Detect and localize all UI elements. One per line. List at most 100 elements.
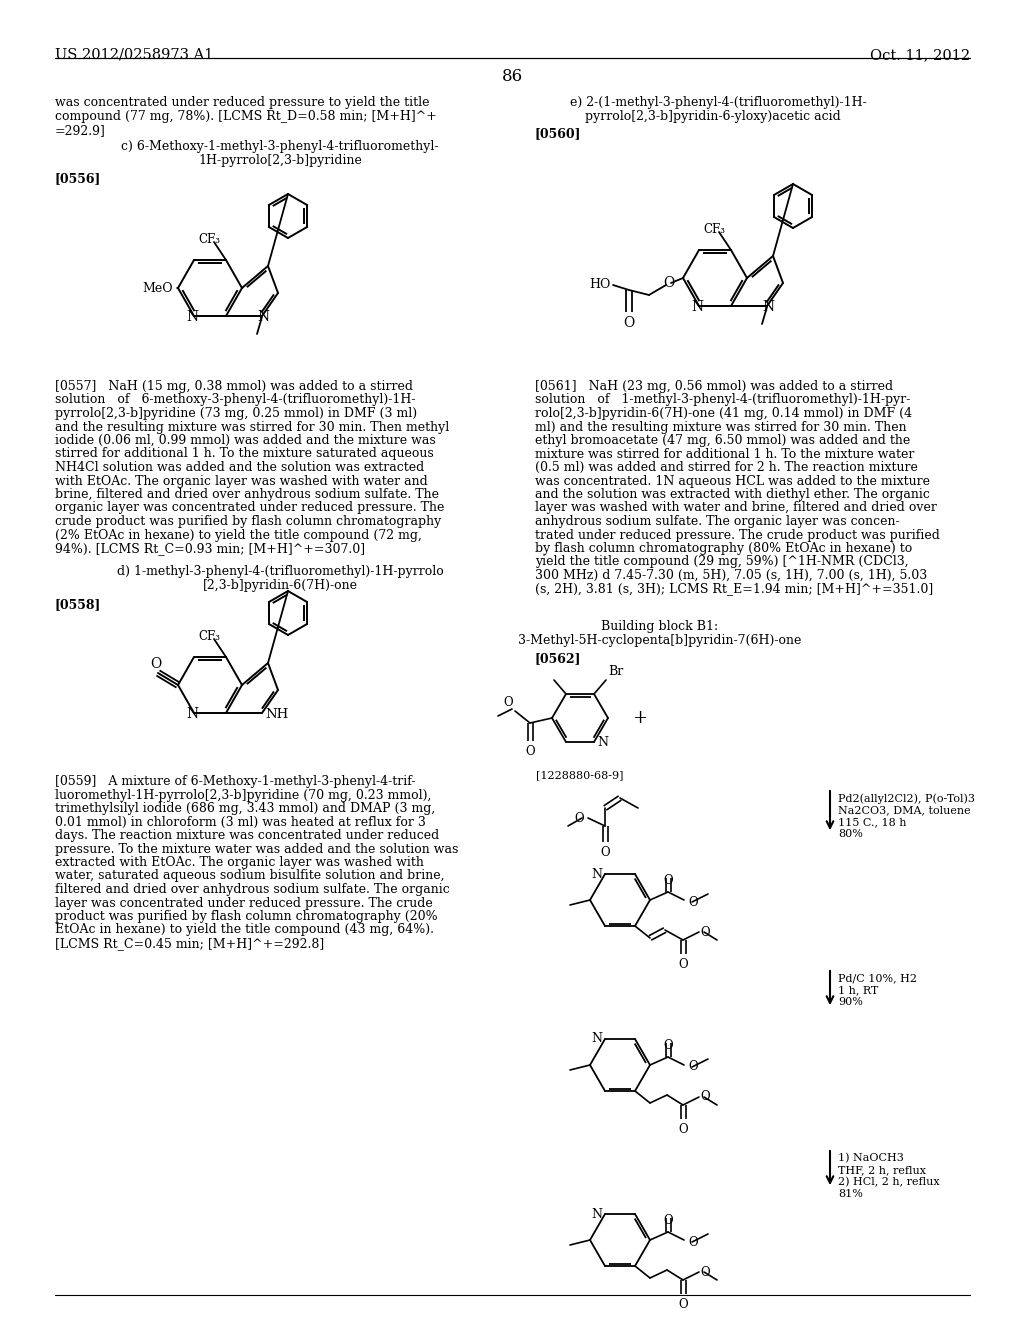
Text: rolo[2,3-b]pyridin-6(7H)-one (41 mg, 0.14 mmol) in DMF (4: rolo[2,3-b]pyridin-6(7H)-one (41 mg, 0.1…: [535, 407, 912, 420]
Text: Br: Br: [608, 665, 624, 678]
Text: brine, filtered and dried over anhydrous sodium sulfate. The: brine, filtered and dried over anhydrous…: [55, 488, 439, 502]
Text: EtOAc in hexane) to yield the title compound (43 mg, 64%).: EtOAc in hexane) to yield the title comp…: [55, 924, 434, 936]
Text: O: O: [678, 1123, 688, 1137]
Text: was concentrated. 1N aqueous HCL was added to the mixture: was concentrated. 1N aqueous HCL was add…: [535, 474, 930, 487]
Text: [LCMS Rt_C=0.45 min; [M+H]^+=292.8]: [LCMS Rt_C=0.45 min; [M+H]^+=292.8]: [55, 937, 325, 950]
Text: MeO: MeO: [142, 281, 173, 294]
Text: (s, 2H), 3.81 (s, 3H); LCMS Rt_E=1.94 min; [M+H]^+=351.0]: (s, 2H), 3.81 (s, 3H); LCMS Rt_E=1.94 mi…: [535, 582, 933, 595]
Text: iodide (0.06 ml, 0.99 mmol) was added and the mixture was: iodide (0.06 ml, 0.99 mmol) was added an…: [55, 434, 436, 447]
Text: N: N: [591, 867, 602, 880]
Text: extracted with EtOAc. The organic layer was washed with: extracted with EtOAc. The organic layer …: [55, 855, 424, 869]
Text: O: O: [688, 1236, 697, 1249]
Text: [0562]: [0562]: [535, 652, 582, 665]
Text: 115 C., 18 h: 115 C., 18 h: [838, 817, 906, 828]
Text: 0.01 mmol) in chloroform (3 ml) was heated at reflux for 3: 0.01 mmol) in chloroform (3 ml) was heat…: [55, 816, 426, 829]
Text: O: O: [624, 315, 635, 330]
Text: 90%: 90%: [838, 997, 863, 1007]
Text: O: O: [678, 958, 688, 972]
Text: Pd/C 10%, H2: Pd/C 10%, H2: [838, 973, 918, 983]
Text: days. The reaction mixture was concentrated under reduced: days. The reaction mixture was concentra…: [55, 829, 439, 842]
Text: stirred for additional 1 h. To the mixture saturated aqueous: stirred for additional 1 h. To the mixtu…: [55, 447, 434, 461]
Text: NH: NH: [265, 708, 288, 721]
Text: O: O: [700, 1090, 710, 1104]
Text: filtered and dried over anhydrous sodium sulfate. The organic: filtered and dried over anhydrous sodium…: [55, 883, 450, 896]
Text: 86: 86: [502, 69, 522, 84]
Text: O: O: [688, 895, 697, 908]
Text: O: O: [664, 1214, 673, 1228]
Text: O: O: [151, 657, 162, 671]
Text: HO: HO: [590, 279, 611, 292]
Text: pressure. To the mixture water was added and the solution was: pressure. To the mixture water was added…: [55, 842, 459, 855]
Text: O: O: [700, 1266, 710, 1279]
Text: O: O: [600, 846, 610, 859]
Text: O: O: [664, 1039, 673, 1052]
Text: O: O: [678, 1298, 688, 1311]
Text: was concentrated under reduced pressure to yield the title: was concentrated under reduced pressure …: [55, 96, 429, 110]
Text: [1228880-68-9]: [1228880-68-9]: [537, 770, 624, 780]
Text: O: O: [574, 812, 584, 825]
Text: pyrrolo[2,3-b]pyridine (73 mg, 0.25 mmol) in DMF (3 ml): pyrrolo[2,3-b]pyridine (73 mg, 0.25 mmol…: [55, 407, 417, 420]
Text: [0556]: [0556]: [55, 172, 101, 185]
Text: N: N: [186, 310, 198, 323]
Text: [0557]   NaH (15 mg, 0.38 mmol) was added to a stirred: [0557] NaH (15 mg, 0.38 mmol) was added …: [55, 380, 413, 393]
Text: N: N: [762, 300, 774, 314]
Text: O: O: [664, 276, 675, 290]
Text: 1) NaOCH3: 1) NaOCH3: [838, 1152, 904, 1163]
Text: crude product was purified by flash column chromatography: crude product was purified by flash colu…: [55, 515, 441, 528]
Text: +: +: [633, 709, 647, 727]
Text: compound (77 mg, 78%). [LCMS Rt_D=0.58 min; [M+H]^+: compound (77 mg, 78%). [LCMS Rt_D=0.58 m…: [55, 110, 437, 123]
Text: (2% EtOAc in hexane) to yield the title compound (72 mg,: (2% EtOAc in hexane) to yield the title …: [55, 528, 422, 541]
Text: c) 6-Methoxy-1-methyl-3-phenyl-4-trifluoromethyl-: c) 6-Methoxy-1-methyl-3-phenyl-4-trifluo…: [121, 140, 438, 153]
Text: 1 h, RT: 1 h, RT: [838, 985, 879, 995]
Text: THF, 2 h, reflux: THF, 2 h, reflux: [838, 1166, 926, 1175]
Text: (0.5 ml) was added and stirred for 2 h. The reaction mixture: (0.5 ml) was added and stirred for 2 h. …: [535, 461, 918, 474]
Text: trimethylsilyl iodide (686 mg, 3.43 mmol) and DMAP (3 mg,: trimethylsilyl iodide (686 mg, 3.43 mmol…: [55, 803, 435, 814]
Text: organic layer was concentrated under reduced pressure. The: organic layer was concentrated under red…: [55, 502, 444, 515]
Text: yield the title compound (29 mg, 59%) [^1H-NMR (CDCl3,: yield the title compound (29 mg, 59%) [^…: [535, 556, 908, 569]
Text: [0559]   A mixture of 6-Methoxy-1-methyl-3-phenyl-4-trif-: [0559] A mixture of 6-Methoxy-1-methyl-3…: [55, 775, 416, 788]
Text: N: N: [591, 1208, 602, 1221]
Text: N: N: [597, 735, 608, 748]
Text: US 2012/0258973 A1: US 2012/0258973 A1: [55, 48, 213, 62]
Text: O: O: [525, 744, 535, 758]
Text: Pd2(allyl2Cl2), P(o-Tol)3: Pd2(allyl2Cl2), P(o-Tol)3: [838, 793, 975, 804]
Text: product was purified by flash column chromatography (20%: product was purified by flash column chr…: [55, 909, 437, 923]
Text: by flash column chromatography (80% EtOAc in hexane) to: by flash column chromatography (80% EtOA…: [535, 543, 912, 554]
Text: d) 1-methyl-3-phenyl-4-(trifluoromethyl)-1H-pyrrolo: d) 1-methyl-3-phenyl-4-(trifluoromethyl)…: [117, 565, 443, 578]
Text: O: O: [664, 874, 673, 887]
Text: N: N: [591, 1032, 602, 1045]
Text: ml) and the resulting mixture was stirred for 30 min. Then: ml) and the resulting mixture was stirre…: [535, 421, 906, 433]
Text: [0558]: [0558]: [55, 598, 101, 611]
Text: Oct. 11, 2012: Oct. 11, 2012: [869, 48, 970, 62]
Text: 2) HCl, 2 h, reflux: 2) HCl, 2 h, reflux: [838, 1177, 940, 1188]
Text: and the solution was extracted with diethyl ether. The organic: and the solution was extracted with diet…: [535, 488, 930, 502]
Text: pyrrolo[2,3-b]pyridin-6-yloxy)acetic acid: pyrrolo[2,3-b]pyridin-6-yloxy)acetic aci…: [585, 110, 841, 123]
Text: layer was washed with water and brine, filtered and dried over: layer was washed with water and brine, f…: [535, 502, 937, 515]
Text: 81%: 81%: [838, 1189, 863, 1199]
Text: luoromethyl-1H-pyrrolo[2,3-b]pyridine (70 mg, 0.23 mmol),: luoromethyl-1H-pyrrolo[2,3-b]pyridine (7…: [55, 788, 431, 801]
Text: N: N: [257, 310, 269, 323]
Text: solution   of   6-methoxy-3-phenyl-4-(trifluoromethyl)-1H-: solution of 6-methoxy-3-phenyl-4-(triflu…: [55, 393, 416, 407]
Text: CF₃: CF₃: [703, 223, 725, 236]
Text: layer was concentrated under reduced pressure. The crude: layer was concentrated under reduced pre…: [55, 896, 433, 909]
Text: trated under reduced pressure. The crude product was purified: trated under reduced pressure. The crude…: [535, 528, 940, 541]
Text: solution   of   1-methyl-3-phenyl-4-(trifluoromethyl)-1H-pyr-: solution of 1-methyl-3-phenyl-4-(trifluo…: [535, 393, 910, 407]
Text: Building block B1:: Building block B1:: [601, 620, 719, 634]
Text: water, saturated aqueous sodium bisulfite solution and brine,: water, saturated aqueous sodium bisulfit…: [55, 870, 444, 883]
Text: [0560]: [0560]: [535, 127, 582, 140]
Text: ethyl bromoacetate (47 mg, 6.50 mmol) was added and the: ethyl bromoacetate (47 mg, 6.50 mmol) wa…: [535, 434, 910, 447]
Text: 3-Methyl-5H-cyclopenta[b]pyridin-7(6H)-one: 3-Methyl-5H-cyclopenta[b]pyridin-7(6H)-o…: [518, 634, 802, 647]
Text: CF₃: CF₃: [198, 234, 220, 246]
Text: and the resulting mixture was stirred for 30 min. Then methyl: and the resulting mixture was stirred fo…: [55, 421, 450, 433]
Text: O: O: [700, 925, 710, 939]
Text: 1H-pyrrolo[2,3-b]pyridine: 1H-pyrrolo[2,3-b]pyridine: [198, 154, 361, 168]
Text: with EtOAc. The organic layer was washed with water and: with EtOAc. The organic layer was washed…: [55, 474, 428, 487]
Text: O: O: [688, 1060, 697, 1073]
Text: NH4Cl solution was added and the solution was extracted: NH4Cl solution was added and the solutio…: [55, 461, 424, 474]
Text: [2,3-b]pyridin-6(7H)-one: [2,3-b]pyridin-6(7H)-one: [203, 579, 357, 591]
Text: mixture was stirred for additional 1 h. To the mixture water: mixture was stirred for additional 1 h. …: [535, 447, 914, 461]
Text: 300 MHz) d 7.45-7.30 (m, 5H), 7.05 (s, 1H), 7.00 (s, 1H), 5.03: 300 MHz) d 7.45-7.30 (m, 5H), 7.05 (s, 1…: [535, 569, 928, 582]
Text: e) 2-(1-methyl-3-phenyl-4-(trifluoromethyl)-1H-: e) 2-(1-methyl-3-phenyl-4-(trifluorometh…: [570, 96, 866, 110]
Text: =292.9]: =292.9]: [55, 124, 105, 137]
Text: N: N: [691, 300, 703, 314]
